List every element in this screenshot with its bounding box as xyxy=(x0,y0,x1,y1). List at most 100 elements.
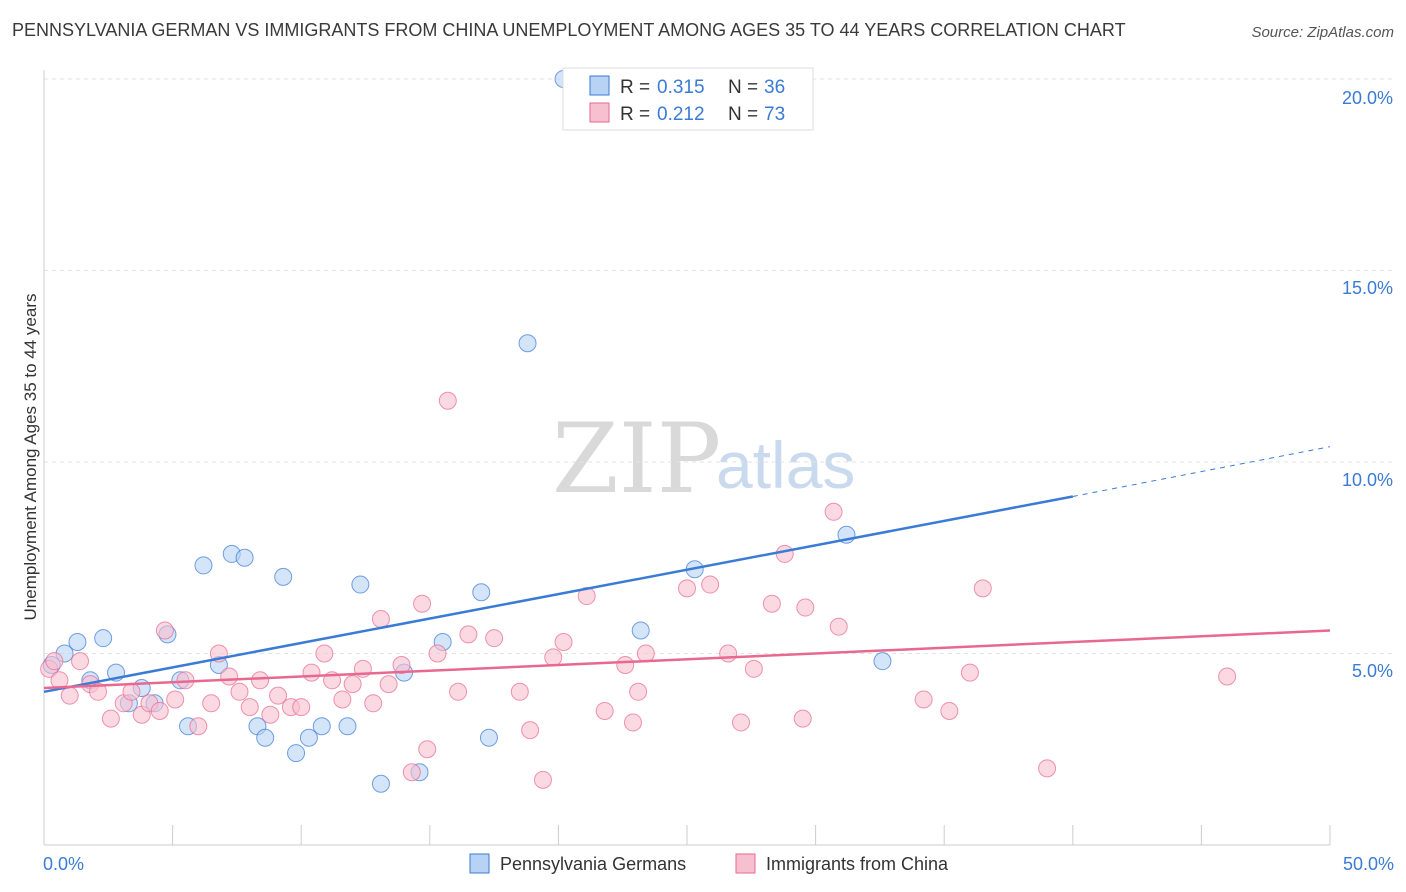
series-legend: Pennsylvania Germans Immigrants from Chi… xyxy=(469,853,949,874)
legend-swatch-pink xyxy=(589,102,610,123)
data-point xyxy=(793,709,812,728)
data-point xyxy=(595,701,614,720)
data-point xyxy=(973,579,992,598)
data-point xyxy=(616,655,635,674)
trend-lines xyxy=(43,446,1331,694)
data-point xyxy=(302,663,321,682)
legend-r-label: R = xyxy=(620,104,650,125)
legend-label-immigrants-from-china: Immigrants from China xyxy=(766,854,949,874)
x-tick-label-max: 50.0% xyxy=(1343,854,1394,874)
data-point xyxy=(189,717,208,736)
x-tick-label-min: 0.0% xyxy=(43,854,84,874)
legend-n-label: N = xyxy=(728,104,758,125)
data-point xyxy=(1038,759,1057,778)
data-point xyxy=(287,744,306,763)
chart-title: PENNSYLVANIA GERMAN VS IMMIGRANTS FROM C… xyxy=(12,20,1126,40)
data-point xyxy=(438,391,457,410)
data-point xyxy=(315,644,334,663)
data-point xyxy=(719,644,738,663)
data-point xyxy=(256,728,275,747)
data-point xyxy=(299,728,318,747)
data-point xyxy=(68,633,87,652)
data-point xyxy=(914,690,933,709)
stats-legend: R = 0.315 N = 36 R = 0.212 N = 73 xyxy=(562,67,814,131)
data-point xyxy=(873,652,892,671)
data-point xyxy=(402,763,421,782)
legend-swatch-immigrants-from-china xyxy=(735,853,756,874)
data-point xyxy=(744,659,763,678)
legend-n-label: N = xyxy=(728,77,758,98)
legend-r-label: R = xyxy=(620,77,650,98)
y-tick-label: 20.0% xyxy=(1342,88,1393,108)
data-point xyxy=(623,713,642,732)
data-point xyxy=(351,575,370,594)
y-tick-label: 10.0% xyxy=(1342,470,1393,490)
axes xyxy=(43,70,1331,846)
data-point xyxy=(274,567,293,586)
trend-line-immigrants-from-china xyxy=(43,629,1331,690)
source-label: Source: ZipAtlas.com xyxy=(1251,24,1394,41)
data-point xyxy=(261,705,280,724)
data-point xyxy=(71,652,90,671)
legend-swatch-pennsylvania-germans xyxy=(469,853,490,874)
data-point xyxy=(220,667,239,686)
legend-r-value: 0.315 xyxy=(657,77,705,98)
data-point xyxy=(343,675,362,694)
data-point xyxy=(333,690,352,709)
data-point xyxy=(202,694,221,713)
data-point xyxy=(824,502,843,521)
legend-swatch-blue xyxy=(589,75,610,96)
data-point xyxy=(796,598,815,617)
y-axis-title: Unemployment Among Ages 35 to 44 years xyxy=(21,294,40,621)
watermark: ZIP atlas xyxy=(552,403,855,515)
data-point xyxy=(459,625,478,644)
data-point xyxy=(101,709,120,728)
data-point xyxy=(251,671,270,690)
data-point xyxy=(418,740,437,759)
data-point xyxy=(364,694,383,713)
data-point xyxy=(449,682,468,701)
data-point xyxy=(312,717,331,736)
data-point xyxy=(762,594,781,613)
data-point xyxy=(371,774,390,793)
data-point xyxy=(89,682,108,701)
legend-n-value: 36 xyxy=(764,77,785,98)
data-point xyxy=(338,717,357,736)
data-point xyxy=(371,610,390,629)
data-point xyxy=(631,621,650,640)
data-point xyxy=(636,644,655,663)
data-point xyxy=(166,690,185,709)
data-point xyxy=(155,621,174,640)
data-point xyxy=(392,655,411,674)
data-point xyxy=(94,629,113,648)
data-point xyxy=(518,334,537,353)
data-point xyxy=(533,770,552,789)
data-point xyxy=(521,721,540,740)
legend-r-value: 0.212 xyxy=(657,104,705,125)
data-point xyxy=(269,686,288,705)
data-point xyxy=(732,713,751,732)
data-point xyxy=(379,675,398,694)
data-point xyxy=(194,556,213,575)
data-point xyxy=(485,629,504,648)
y-tick-label: 5.0% xyxy=(1352,661,1393,681)
data-point xyxy=(235,548,254,567)
data-point xyxy=(544,648,563,667)
data-point xyxy=(479,728,498,747)
data-point xyxy=(629,682,648,701)
trend-line-extension xyxy=(1072,446,1331,497)
grid xyxy=(44,78,1392,654)
data-point xyxy=(230,682,249,701)
data-point xyxy=(428,644,447,663)
data-point xyxy=(701,575,720,594)
watermark-zip: ZIP xyxy=(552,403,721,515)
y-tick-label: 15.0% xyxy=(1342,278,1393,298)
data-point xyxy=(829,617,848,636)
trend-line-pennsylvania-germans xyxy=(43,495,1074,694)
data-point xyxy=(60,686,79,705)
data-point xyxy=(554,633,573,652)
legend-label-pennsylvania-germans: Pennsylvania Germans xyxy=(500,854,686,874)
data-point xyxy=(150,701,169,720)
data-point xyxy=(960,663,979,682)
